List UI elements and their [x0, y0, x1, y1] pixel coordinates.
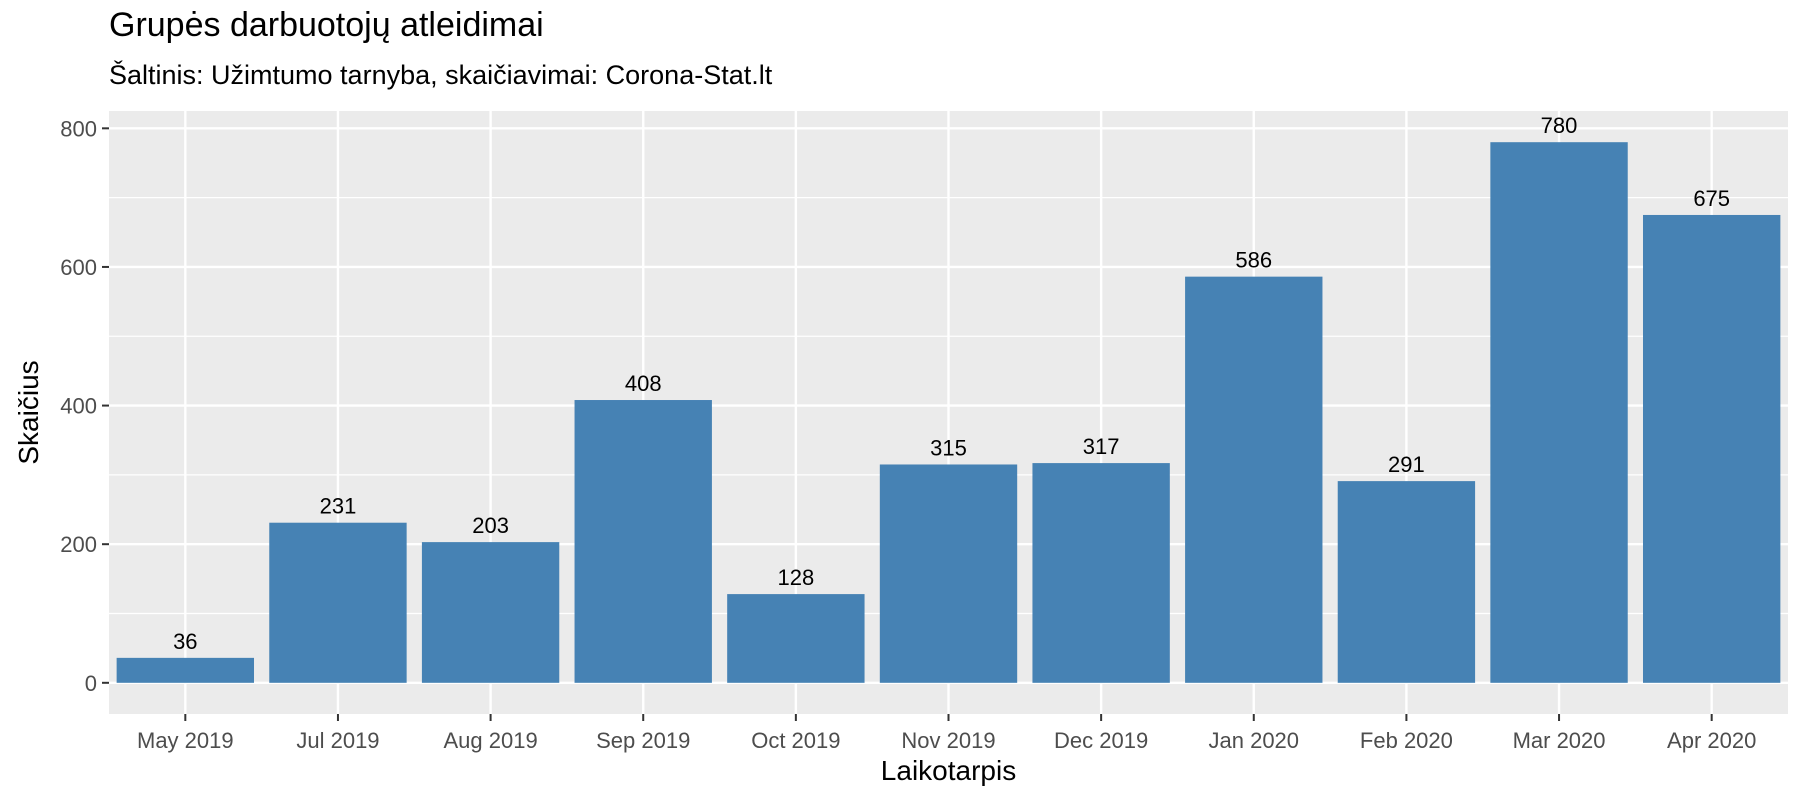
bar-value-label: 315 [930, 435, 967, 460]
y-tick-label: 0 [85, 671, 97, 696]
data-labels: 36 231 203 408 128 315 317 586 291 780 675 [173, 113, 1730, 654]
bar [421, 542, 560, 683]
bar-value-label: 203 [472, 513, 509, 538]
bar [574, 400, 712, 683]
bar [879, 464, 1018, 683]
x-tick-label: Nov 2019 [901, 728, 995, 753]
bar-value-label: 317 [1083, 434, 1120, 459]
bar [1337, 481, 1476, 683]
bar-value-label: 586 [1235, 248, 1272, 273]
bar-value-label: 36 [173, 629, 197, 654]
y-axis-title: Skaičius [13, 360, 44, 464]
bar [1032, 463, 1170, 683]
y-tick-label: 600 [60, 255, 97, 280]
bar [727, 594, 865, 683]
x-tick-label: Jan 2020 [1209, 728, 1300, 753]
x-tick-label: Dec 2019 [1054, 728, 1148, 753]
y-tick-label: 400 [60, 394, 97, 419]
x-tick-label: May 2019 [137, 728, 234, 753]
bar-value-label: 780 [1541, 113, 1578, 138]
bar-value-label: 408 [625, 371, 662, 396]
x-axis-title: Laikotarpis [881, 755, 1016, 786]
bar-value-label: 291 [1388, 452, 1425, 477]
y-axis: 0 200 400 600 800 [60, 116, 109, 696]
bar [1490, 142, 1628, 683]
x-tick-label: Apr 2020 [1667, 728, 1756, 753]
bar [1642, 214, 1781, 683]
bar [116, 657, 255, 683]
bar [269, 522, 407, 683]
y-tick-label: 800 [60, 116, 97, 141]
x-tick-label: Sep 2019 [596, 728, 690, 753]
chart-title: Grupės darbuotojų atleidimai [109, 6, 544, 44]
bar-value-label: 231 [320, 494, 357, 519]
bar-value-label: 128 [778, 565, 815, 590]
x-axis: May 2019 Jul 2019 Aug 2019 Sep 2019 Oct 2019… [137, 714, 1756, 753]
x-tick-label: Aug 2019 [443, 728, 537, 753]
chart-subtitle: Šaltinis: Užimtumo tarnyba, skaičiavimai… [109, 60, 773, 90]
bars [116, 142, 1781, 683]
x-tick-label: Feb 2020 [1360, 728, 1453, 753]
x-tick-label: Oct 2019 [751, 728, 840, 753]
x-tick-label: Mar 2020 [1513, 728, 1606, 753]
bar [1185, 276, 1323, 683]
x-tick-label: Jul 2019 [296, 728, 379, 753]
bar-value-label: 675 [1693, 186, 1730, 211]
y-tick-label: 200 [60, 532, 97, 557]
